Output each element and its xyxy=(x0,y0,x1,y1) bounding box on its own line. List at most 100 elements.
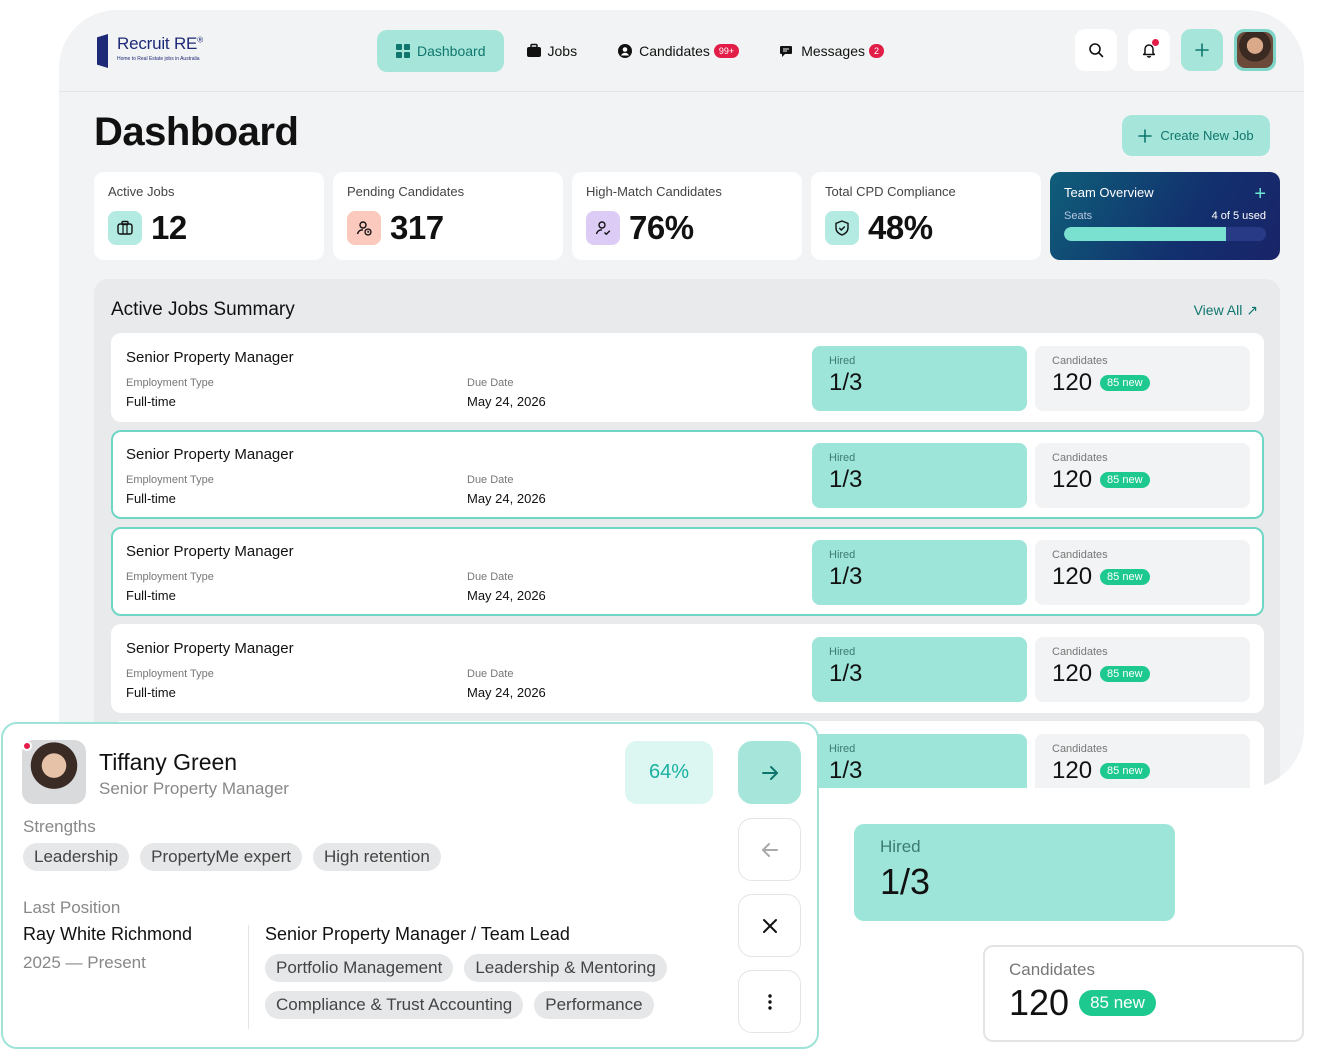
nav-jobs[interactable]: Jobs xyxy=(508,30,596,72)
job-row[interactable]: Senior Property Manager Employment Type … xyxy=(111,333,1264,422)
last-position-label: Last Position xyxy=(23,898,121,917)
due-date-label: Due Date xyxy=(467,571,514,583)
stat-value: 76% xyxy=(629,209,694,246)
hired-label: Hired xyxy=(829,743,856,755)
grid-icon xyxy=(396,44,410,58)
more-vertical-icon xyxy=(767,993,772,1010)
hired-label: Hired xyxy=(829,646,856,658)
candidates-tile: Candidates 120 85 new xyxy=(1035,443,1250,508)
skills-chips-row-2: Compliance & Trust Accounting Performanc… xyxy=(265,991,654,1019)
logo[interactable]: Recruit RE® Home to Real Estate jobs in … xyxy=(97,34,203,68)
nav-dashboard[interactable]: Dashboard xyxy=(377,30,504,72)
user-avatar[interactable] xyxy=(1234,29,1276,71)
candidates-label: Candidates xyxy=(1052,743,1108,755)
candidates-count-badge: 99+ xyxy=(713,44,740,58)
candidate-avatar xyxy=(22,740,86,804)
view-all-link[interactable]: View All ↗ xyxy=(1194,302,1258,319)
nav-candidates[interactable]: Candidates 99+ xyxy=(599,30,757,72)
new-badge: 85 new xyxy=(1100,375,1150,391)
create-new-job-button[interactable]: Create New Job xyxy=(1122,115,1270,156)
skill-chip: Leadership & Mentoring xyxy=(464,954,667,982)
candidates-tile: Candidates 120 85 new xyxy=(1035,734,1250,788)
user-circle-icon xyxy=(618,44,633,58)
plus-icon xyxy=(1195,43,1209,57)
logo-mark-icon xyxy=(97,34,108,68)
plus-icon[interactable]: + xyxy=(1254,183,1266,205)
company-name: Ray White Richmond xyxy=(23,924,193,944)
hired-value: 1/3 xyxy=(829,660,863,687)
view-all-label: View All xyxy=(1193,302,1243,318)
page-title: Dashboard xyxy=(94,110,299,154)
stat-label: High-Match Candidates xyxy=(586,184,722,199)
due-date-label: Due Date xyxy=(467,474,514,486)
nav-messages[interactable]: Messages 2 xyxy=(761,30,902,72)
stat-label: Total CPD Compliance xyxy=(825,184,956,199)
candidates-value: 120 xyxy=(1052,757,1093,784)
strengths-chips: Leadership PropertyMe expert High retent… xyxy=(23,843,441,871)
chat-icon xyxy=(780,46,793,57)
new-badge: 85 new xyxy=(1100,569,1150,585)
strengths-label: Strengths xyxy=(23,817,96,836)
brand-tagline: Home to Real Estate jobs in Australia xyxy=(117,56,200,62)
candidates-value: 120 xyxy=(1052,369,1093,396)
candidate-card[interactable]: Tiffany Green Senior Property Manager 64… xyxy=(1,722,819,1049)
summary-title: Active Jobs Summary xyxy=(111,299,295,320)
stat-pending-candidates[interactable]: Pending Candidates 317 xyxy=(333,172,563,260)
employment-type-value: Full-time xyxy=(126,394,176,409)
employment-type-label: Employment Type xyxy=(126,571,214,583)
next-button[interactable] xyxy=(738,741,801,804)
candidates-value: 120 xyxy=(1009,982,1070,1023)
job-title: Senior Property Manager xyxy=(126,543,294,560)
skill-chip: Compliance & Trust Accounting xyxy=(265,991,524,1019)
job-row[interactable]: Senior Property Manager Employment Type … xyxy=(111,527,1264,616)
add-button[interactable] xyxy=(1181,29,1223,71)
hired-label: Hired xyxy=(829,549,856,561)
bell-icon xyxy=(1142,44,1156,58)
seats-label: Seats xyxy=(1064,210,1093,222)
stat-active-jobs[interactable]: Active Jobs 12 xyxy=(94,172,324,260)
stat-value: 48% xyxy=(868,209,933,246)
hired-value: 1/3 xyxy=(829,563,863,590)
search-button[interactable] xyxy=(1075,29,1117,71)
match-score: 64% xyxy=(625,741,713,804)
candidates-tile: Candidates 120 85 new xyxy=(1035,540,1250,605)
strength-chip: High retention xyxy=(312,843,441,871)
hired-tile-large: Hired 1/3 xyxy=(854,824,1175,921)
team-title: Team Overview xyxy=(1064,185,1154,200)
skill-chip: Performance xyxy=(534,991,654,1019)
plus-icon xyxy=(1138,128,1153,143)
candidates-label: Candidates xyxy=(1052,355,1108,367)
arrow-left-icon xyxy=(761,842,778,857)
employment-type-value: Full-time xyxy=(126,685,176,700)
candidates-tile: Candidates 120 85 new xyxy=(1035,346,1250,411)
reject-button[interactable] xyxy=(738,894,801,957)
more-options-button[interactable] xyxy=(738,970,801,1033)
notifications-button[interactable] xyxy=(1128,29,1170,71)
main-nav: Dashboard Jobs Candidates 99+ Messages 2 xyxy=(377,30,906,72)
job-rows: Senior Property Manager Employment Type … xyxy=(111,333,1264,788)
candidates-label: Candidates xyxy=(1052,646,1108,658)
hired-tile: Hired 1/3 xyxy=(812,734,1027,788)
candidate-name: Tiffany Green xyxy=(99,749,238,775)
new-badge: 85 new xyxy=(1079,990,1156,1016)
new-badge: 85 new xyxy=(1100,472,1150,488)
avatar-photo xyxy=(1237,32,1273,68)
hired-tile: Hired 1/3 xyxy=(812,346,1027,411)
stat-high-match[interactable]: High-Match Candidates 76% xyxy=(572,172,802,260)
stat-label: Pending Candidates xyxy=(347,184,465,199)
job-row[interactable]: Senior Property Manager Employment Type … xyxy=(111,624,1264,713)
active-jobs-summary: Active Jobs Summary View All ↗ Senior Pr… xyxy=(94,279,1280,788)
job-row[interactable]: Senior Property Manager Employment Type … xyxy=(111,430,1264,519)
top-actions xyxy=(1075,29,1276,71)
team-overview-card[interactable]: Team Overview + Seats 4 of 5 used xyxy=(1050,172,1280,260)
candidates-value: 120 xyxy=(1052,563,1093,590)
previous-button[interactable] xyxy=(738,818,801,881)
employment-type-label: Employment Type xyxy=(126,668,214,680)
candidates-value: 120 xyxy=(1052,466,1093,493)
nav-jobs-label: Jobs xyxy=(547,43,578,59)
create-new-job-label: Create New Job xyxy=(1160,128,1254,143)
stat-cpd-compliance[interactable]: Total CPD Compliance 48% xyxy=(811,172,1041,260)
status-dot xyxy=(22,741,32,751)
notification-dot xyxy=(1152,39,1159,46)
candidates-label: Candidates xyxy=(1052,549,1108,561)
